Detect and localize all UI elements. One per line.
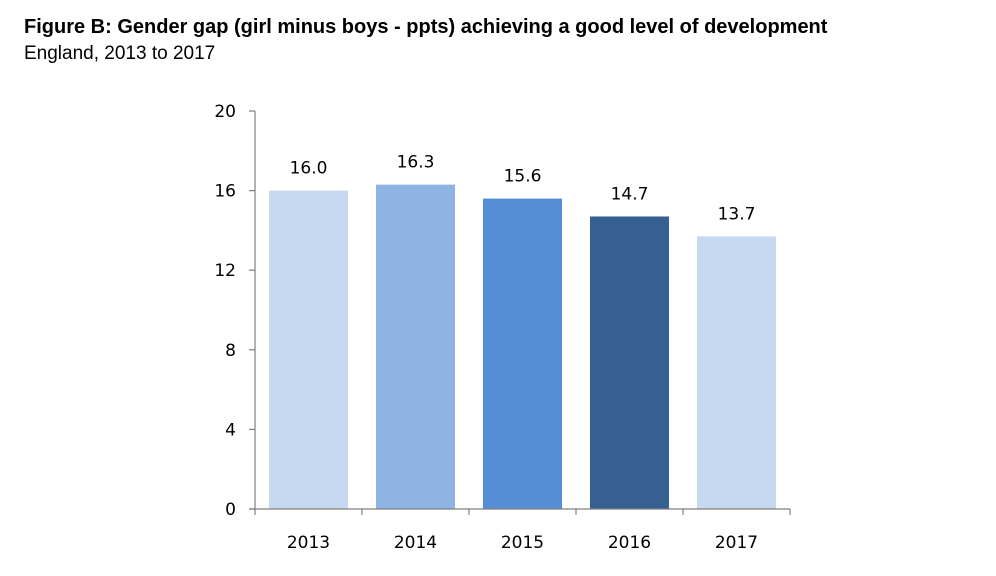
y-tick-label-20: 20 — [214, 102, 236, 122]
x-tick-label-2015: 2015 — [501, 533, 544, 553]
x-tick-label-2017: 2017 — [715, 533, 758, 553]
bars-group — [269, 184, 776, 509]
bar-2014 — [376, 184, 455, 509]
y-tick-label-8: 8 — [225, 341, 236, 361]
data-label-2017: 13.7 — [718, 204, 756, 224]
bar-2013 — [269, 190, 348, 509]
data-label-2015: 15.6 — [504, 167, 542, 187]
x-tick-label-2014: 2014 — [394, 533, 437, 553]
data-label-2014: 16.3 — [397, 153, 435, 173]
bar-2017 — [697, 236, 776, 509]
bar-2016 — [590, 216, 669, 509]
x-tick-label-2013: 2013 — [287, 533, 330, 553]
chart-title: Figure B: Gender gap (girl minus boys - … — [24, 16, 828, 38]
bar-2015 — [483, 198, 562, 509]
data-label-2013: 16.0 — [290, 159, 328, 179]
data-label-2016: 14.7 — [611, 184, 649, 204]
chart-subtitle: England, 2013 to 2017 — [24, 43, 216, 64]
axes-group — [249, 110, 791, 515]
y-tick-label-12: 12 — [214, 261, 236, 281]
y-tick-label-4: 4 — [225, 420, 236, 440]
labels-group: 16.0201316.3201415.6201514.7201613.72017… — [214, 102, 758, 553]
y-tick-label-0: 0 — [225, 500, 236, 520]
y-tick-label-16: 16 — [214, 182, 236, 202]
x-tick-label-2016: 2016 — [608, 533, 651, 553]
